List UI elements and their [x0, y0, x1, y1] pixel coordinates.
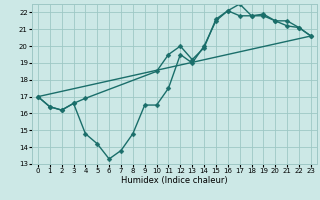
X-axis label: Humidex (Indice chaleur): Humidex (Indice chaleur): [121, 176, 228, 185]
